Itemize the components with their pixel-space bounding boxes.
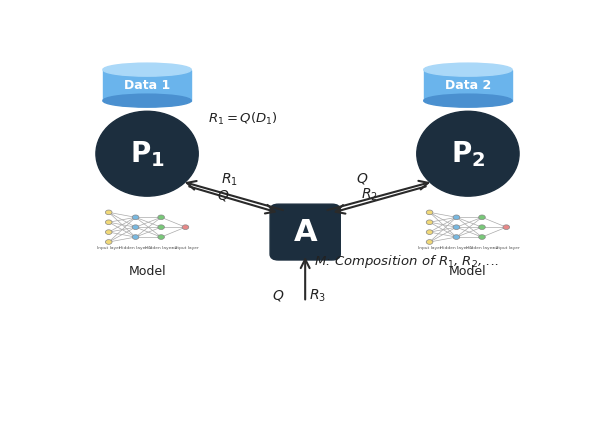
Circle shape [182, 225, 189, 229]
Circle shape [158, 225, 164, 229]
Text: $Q$: $Q$ [356, 171, 368, 186]
Circle shape [106, 210, 112, 215]
Ellipse shape [424, 63, 512, 76]
Circle shape [479, 235, 485, 240]
Text: Input layer: Input layer [418, 246, 442, 250]
Ellipse shape [96, 111, 198, 196]
Text: Input layer: Input layer [97, 246, 121, 250]
Text: $\mathbf{P_2}$: $\mathbf{P_2}$ [451, 139, 485, 169]
Text: $R_3$: $R_3$ [309, 287, 326, 304]
Text: Hidden layer 1: Hidden layer 1 [440, 246, 473, 250]
Ellipse shape [424, 94, 512, 107]
Circle shape [132, 235, 139, 240]
Bar [424, 70, 512, 100]
Text: $R_1$: $R_1$ [221, 172, 238, 188]
Circle shape [106, 240, 112, 244]
Circle shape [158, 235, 164, 240]
Text: output layer: output layer [172, 246, 199, 250]
Text: Hidden layer 1: Hidden layer 1 [119, 246, 152, 250]
Text: Model: Model [449, 265, 487, 278]
Circle shape [479, 225, 485, 229]
Text: $Q$: $Q$ [272, 288, 284, 303]
Circle shape [158, 215, 164, 220]
Text: Data 1: Data 1 [124, 79, 170, 92]
Circle shape [132, 225, 139, 229]
Text: Hidden layer 2: Hidden layer 2 [466, 246, 498, 250]
Circle shape [453, 225, 460, 229]
Circle shape [106, 230, 112, 234]
Circle shape [426, 240, 433, 244]
Text: A: A [293, 218, 317, 247]
Bar [103, 70, 191, 100]
Ellipse shape [103, 94, 191, 107]
Circle shape [426, 220, 433, 225]
Text: $\mathbf{P_1}$: $\mathbf{P_1}$ [130, 139, 164, 169]
Circle shape [426, 210, 433, 215]
Ellipse shape [103, 63, 191, 76]
Text: $R_1 = Q(D_1)$: $R_1 = Q(D_1)$ [208, 112, 277, 128]
Text: $R_2$: $R_2$ [361, 187, 378, 204]
Text: output layer: output layer [493, 246, 520, 250]
Circle shape [426, 230, 433, 234]
Circle shape [106, 220, 112, 225]
Circle shape [453, 235, 460, 240]
FancyBboxPatch shape [270, 204, 340, 260]
Circle shape [453, 215, 460, 220]
Circle shape [503, 225, 509, 229]
Circle shape [132, 215, 139, 220]
Text: Model: Model [128, 265, 166, 278]
Text: $Q$: $Q$ [217, 188, 229, 203]
Text: Hidden layer 2: Hidden layer 2 [145, 246, 177, 250]
Ellipse shape [417, 111, 519, 196]
Text: $M$: Composition of $R_1$, $R_2$, ...: $M$: Composition of $R_1$, $R_2$, ... [314, 253, 499, 270]
Text: Data 2: Data 2 [445, 79, 491, 92]
Circle shape [479, 215, 485, 220]
